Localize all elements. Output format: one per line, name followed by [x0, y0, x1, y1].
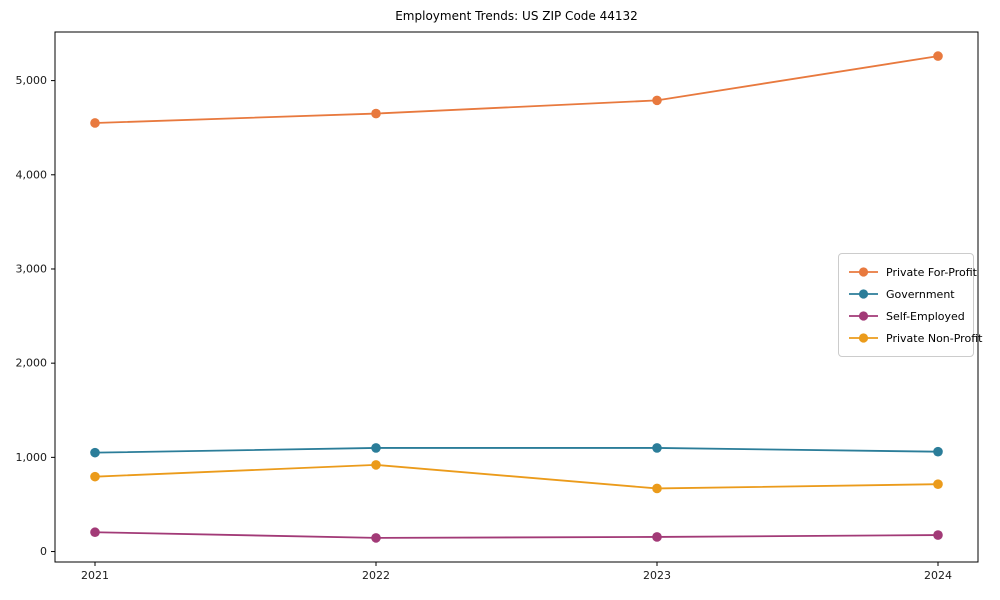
x-tick-label: 2023	[643, 569, 671, 582]
x-tick-label: 2022	[362, 569, 390, 582]
data-point	[652, 532, 662, 542]
data-point	[371, 460, 381, 470]
data-point	[933, 479, 943, 490]
legend-label: Private Non-Profit	[886, 331, 983, 345]
legend-line-marker-icon	[849, 311, 878, 321]
legend-label: Self-Employed	[886, 309, 965, 323]
plot-line-government	[94, 447, 939, 454]
data-point	[371, 108, 381, 119]
legend-item-private-for-profit: Private For-Profit	[848, 261, 977, 283]
legend-line-marker-icon	[849, 333, 878, 343]
chart-title: Employment Trends: US ZIP Code 44132	[395, 9, 638, 23]
data-point	[90, 447, 100, 458]
y-tick-label: 1,000	[16, 451, 48, 464]
y-tick-label: 4,000	[16, 168, 48, 181]
data-point	[371, 443, 381, 453]
legend-line-marker-icon	[849, 289, 878, 299]
legend: Private For-Profit Government Self-Emplo…	[838, 253, 982, 357]
legend-item-self-employed: Self-Employed	[848, 305, 965, 327]
data-point	[371, 533, 381, 543]
legend-item-government: Government	[848, 283, 964, 305]
legend-item-private-non-profit: Private Non-Profit	[848, 327, 982, 349]
plot-line-private-for-profit	[94, 55, 939, 124]
data-point	[933, 530, 943, 540]
data-point	[933, 51, 943, 61]
data-point	[933, 446, 943, 457]
y-tick-label: 5,000	[16, 74, 48, 87]
plot-line-private-non-profit	[94, 463, 939, 490]
legend-line-marker-icon	[849, 267, 878, 277]
data-point	[652, 443, 662, 453]
plot-line-self-employed	[94, 531, 939, 539]
data-point	[90, 471, 100, 482]
data-point	[90, 118, 100, 128]
plot-frame	[54, 31, 979, 563]
legend-label: Government	[886, 287, 955, 301]
y-tick-label: 3,000	[16, 262, 48, 275]
data-point	[652, 483, 662, 494]
x-tick-label: 2021	[81, 569, 109, 582]
data-point	[652, 95, 662, 106]
data-point	[90, 527, 100, 538]
legend-label: Private For-Profit	[886, 265, 977, 279]
y-tick-label: 2,000	[16, 357, 48, 370]
y-tick-label: 0	[40, 545, 47, 558]
x-tick-label: 2024	[924, 569, 952, 582]
